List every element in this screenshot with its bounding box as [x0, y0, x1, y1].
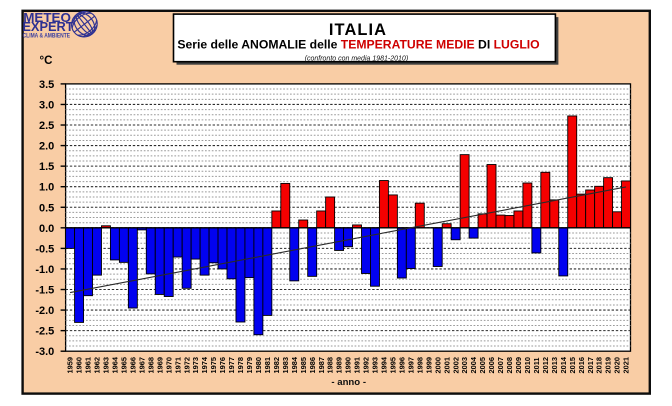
svg-text:METEO: METEO [23, 10, 71, 25]
svg-text:1989: 1989 [335, 357, 344, 373]
svg-text:°C: °C [40, 55, 53, 67]
svg-text:1971: 1971 [173, 357, 182, 373]
svg-text:1969: 1969 [155, 357, 164, 373]
svg-text:2001: 2001 [442, 357, 451, 373]
svg-text:2013: 2013 [550, 357, 559, 373]
svg-text:1964: 1964 [111, 356, 120, 373]
svg-text:1985: 1985 [299, 357, 308, 373]
svg-text:EXPERT: EXPERT [22, 19, 73, 34]
svg-text:2015: 2015 [568, 357, 577, 373]
svg-text:-1.5: -1.5 [35, 285, 54, 297]
svg-text:2010: 2010 [523, 357, 532, 373]
svg-text:2012: 2012 [541, 357, 550, 373]
svg-text:2.5: 2.5 [39, 120, 54, 132]
svg-text:1996: 1996 [397, 357, 406, 373]
svg-text:1.5: 1.5 [39, 161, 54, 173]
svg-text:1975: 1975 [209, 357, 218, 373]
svg-text:1963: 1963 [102, 357, 111, 373]
svg-text:1991: 1991 [353, 357, 362, 373]
svg-text:2021: 2021 [622, 357, 631, 373]
svg-text:2004: 2004 [469, 356, 478, 373]
svg-text:2006: 2006 [487, 357, 496, 373]
svg-text:2018: 2018 [595, 357, 604, 373]
svg-text:1980: 1980 [254, 357, 263, 373]
svg-text:2016: 2016 [577, 357, 586, 373]
svg-text:1960: 1960 [75, 357, 84, 373]
svg-text:1.0: 1.0 [39, 182, 54, 194]
svg-text:1992: 1992 [362, 357, 371, 373]
svg-text:1984: 1984 [290, 356, 299, 373]
svg-text:2002: 2002 [451, 357, 460, 373]
svg-text:2000: 2000 [433, 357, 442, 373]
svg-text:(confronto con media 1981-2010: (confronto con media 1981-2010) [305, 55, 409, 62]
svg-text:1978: 1978 [236, 357, 245, 373]
svg-text:1972: 1972 [182, 357, 191, 373]
svg-text:ITALIA: ITALIA [329, 21, 387, 39]
svg-text:1959: 1959 [66, 357, 75, 373]
svg-text:0.0: 0.0 [39, 223, 54, 235]
svg-text:1979: 1979 [245, 357, 254, 373]
svg-text:1987: 1987 [317, 357, 326, 373]
svg-text:1986: 1986 [308, 357, 317, 373]
svg-text:- anno -: - anno - [331, 377, 366, 388]
svg-text:1983: 1983 [281, 357, 290, 373]
svg-text:0.5: 0.5 [39, 202, 54, 214]
svg-text:1981: 1981 [263, 357, 272, 373]
svg-text:1974: 1974 [200, 356, 209, 373]
svg-text:1999: 1999 [424, 357, 433, 373]
svg-text:2014: 2014 [559, 356, 568, 373]
svg-text:1973: 1973 [191, 357, 200, 373]
svg-text:1990: 1990 [344, 357, 353, 373]
svg-text:1970: 1970 [164, 357, 173, 373]
svg-text:-2.0: -2.0 [35, 305, 54, 317]
svg-text:2007: 2007 [496, 357, 505, 373]
svg-text:-3.0: -3.0 [35, 346, 54, 358]
svg-text:1966: 1966 [128, 357, 137, 373]
svg-text:Serie delle ANOMALIE delle TEM: Serie delle ANOMALIE delle TEMPERATURE M… [177, 37, 539, 51]
svg-text:CLIMA & AMBIENTE: CLIMA & AMBIENTE [23, 33, 71, 40]
svg-text:1968: 1968 [146, 357, 155, 373]
svg-text:1988: 1988 [326, 357, 335, 373]
svg-text:-1.0: -1.0 [35, 264, 54, 276]
svg-text:2011: 2011 [532, 357, 541, 373]
svg-text:1982: 1982 [272, 357, 281, 373]
svg-text:1995: 1995 [388, 357, 397, 373]
svg-text:-2.5: -2.5 [35, 326, 54, 338]
svg-text:2009: 2009 [514, 357, 523, 373]
svg-text:1976: 1976 [218, 357, 227, 373]
svg-text:2017: 2017 [586, 357, 595, 373]
svg-text:1961: 1961 [84, 357, 93, 373]
svg-text:2.0: 2.0 [39, 141, 54, 153]
svg-text:1962: 1962 [93, 357, 102, 373]
svg-text:1977: 1977 [227, 357, 236, 373]
svg-text:1994: 1994 [380, 356, 389, 373]
svg-text:1965: 1965 [119, 357, 128, 373]
svg-text:2005: 2005 [478, 357, 487, 373]
svg-text:1967: 1967 [137, 357, 146, 373]
svg-text:1998: 1998 [415, 357, 424, 373]
svg-text:2008: 2008 [505, 357, 514, 373]
svg-text:2003: 2003 [460, 357, 469, 373]
svg-text:3.0: 3.0 [39, 99, 54, 111]
svg-text:-0.5: -0.5 [35, 243, 54, 255]
svg-text:1993: 1993 [371, 357, 380, 373]
svg-text:2019: 2019 [604, 357, 613, 373]
svg-text:3.5: 3.5 [39, 79, 54, 91]
svg-text:1997: 1997 [406, 357, 415, 373]
svg-text:2020: 2020 [613, 357, 622, 373]
